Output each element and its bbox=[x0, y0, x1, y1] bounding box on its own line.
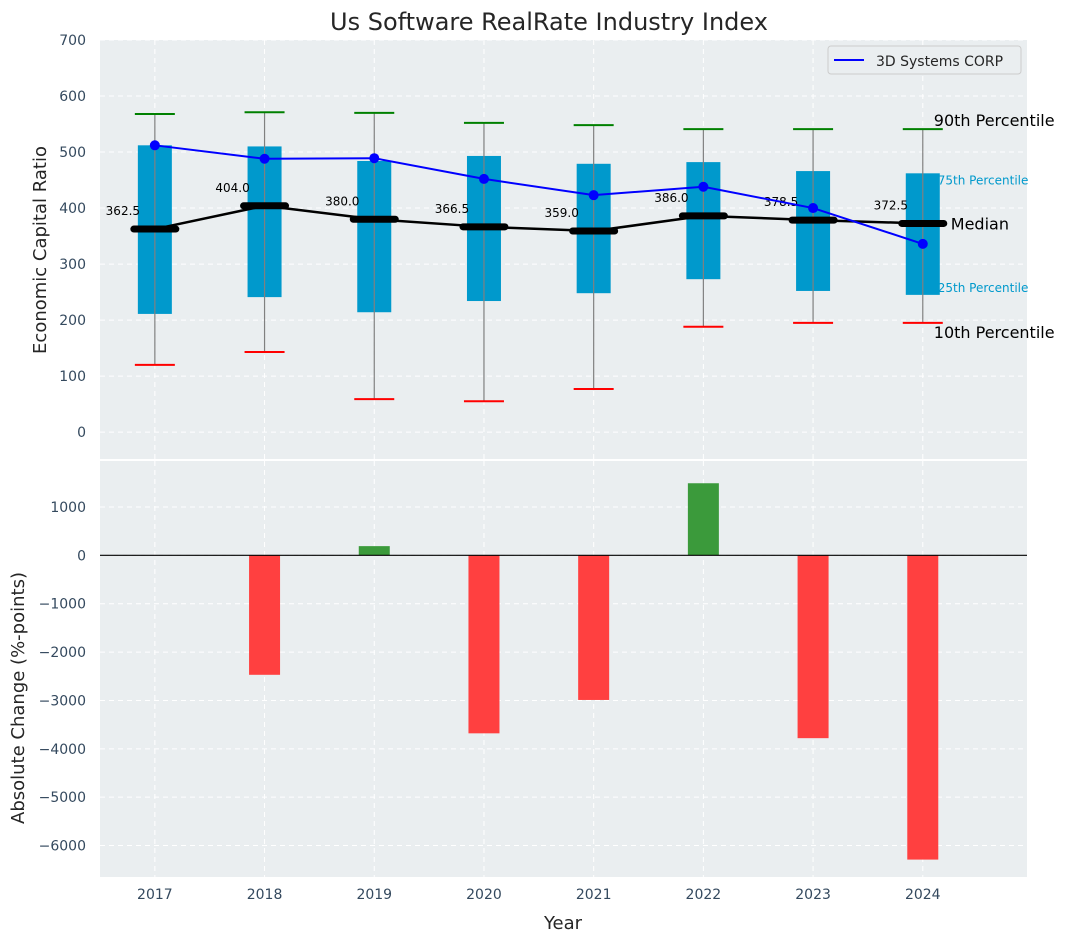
company-point bbox=[808, 203, 819, 214]
change-bar bbox=[358, 546, 390, 556]
p90-annotation: 90th Percentile bbox=[934, 111, 1055, 130]
y-tick-label: 700 bbox=[59, 33, 86, 49]
change-bar bbox=[907, 555, 939, 860]
change-bar bbox=[249, 555, 281, 675]
y-tick-label: 300 bbox=[59, 257, 86, 273]
company-point bbox=[478, 173, 489, 184]
y-tick-label: 1000 bbox=[50, 500, 86, 516]
top-plot-background bbox=[100, 40, 1027, 459]
x-tick-label: 2020 bbox=[466, 887, 502, 903]
x-tick-label: 2021 bbox=[576, 887, 612, 903]
top-panel: 0 100 200 300 400 500 600 700 362.5 404.0 380.0 366… bbox=[59, 33, 1055, 459]
y-tick-label: 400 bbox=[59, 201, 86, 217]
change-bar bbox=[687, 483, 719, 556]
y-tick-label: −4000 bbox=[39, 742, 86, 758]
top-y-axis-label: Economic Capital Ratio bbox=[30, 146, 51, 354]
company-line bbox=[154, 144, 924, 245]
bottom-plot-background bbox=[100, 461, 1027, 877]
y-tick-label: 600 bbox=[59, 89, 86, 105]
y-tick-label: 200 bbox=[59, 313, 86, 329]
x-tick-label: 2017 bbox=[137, 887, 173, 903]
median-annotation: Median bbox=[951, 214, 1009, 233]
bottom-panel: 1000 0 −1000 −2000 −3000 −4000 −5000 −6000 2017 2… bbox=[39, 461, 1027, 903]
company-point bbox=[698, 181, 709, 192]
median-value-label: 362.5 bbox=[106, 204, 140, 218]
legend-box bbox=[827, 45, 1022, 75]
bottom-y-axis-label: Absolute Change (%-points) bbox=[8, 572, 29, 824]
median-value-label: 366.5 bbox=[435, 202, 469, 216]
median-value-label: 404.0 bbox=[215, 181, 249, 195]
p75-annotation: 75th Percentile bbox=[938, 173, 1029, 187]
company-point bbox=[149, 140, 160, 151]
x-tick-label: 2022 bbox=[686, 887, 722, 903]
y-tick-label: −1000 bbox=[39, 597, 86, 613]
x-axis-label: Year bbox=[543, 913, 583, 934]
legend-label: 3D Systems CORP bbox=[876, 54, 1003, 70]
legend: 3D Systems CORP bbox=[827, 45, 1022, 75]
y-tick-label: 0 bbox=[77, 548, 86, 564]
company-point bbox=[917, 238, 928, 249]
y-tick-label: 100 bbox=[59, 369, 86, 385]
p10-annotation: 10th Percentile bbox=[934, 323, 1055, 342]
company-point bbox=[259, 153, 270, 164]
change-bar bbox=[468, 555, 500, 734]
y-tick-label: −6000 bbox=[39, 839, 86, 855]
y-tick-label: −2000 bbox=[39, 645, 86, 661]
company-point bbox=[369, 153, 380, 164]
p25-annotation: 25th Percentile bbox=[938, 281, 1029, 295]
x-tick-label: 2023 bbox=[795, 887, 831, 903]
chart-title: Us Software RealRate Industry Index bbox=[330, 8, 768, 36]
y-tick-label: −5000 bbox=[39, 790, 86, 806]
median-value-label: 386.0 bbox=[654, 191, 688, 205]
median-value-label: 380.0 bbox=[325, 194, 359, 208]
median-value-label: 372.5 bbox=[874, 198, 908, 212]
y-tick-label: 500 bbox=[59, 145, 86, 161]
x-tick-label: 2024 bbox=[905, 887, 941, 903]
y-tick-label: −3000 bbox=[39, 693, 86, 709]
company-point bbox=[588, 190, 599, 201]
x-tick-label: 2018 bbox=[247, 887, 283, 903]
change-bar bbox=[578, 555, 610, 700]
change-bar bbox=[797, 555, 829, 739]
x-tick-label: 2019 bbox=[356, 887, 392, 903]
y-tick-label: 0 bbox=[77, 425, 86, 441]
median-value-label: 359.0 bbox=[544, 206, 578, 220]
